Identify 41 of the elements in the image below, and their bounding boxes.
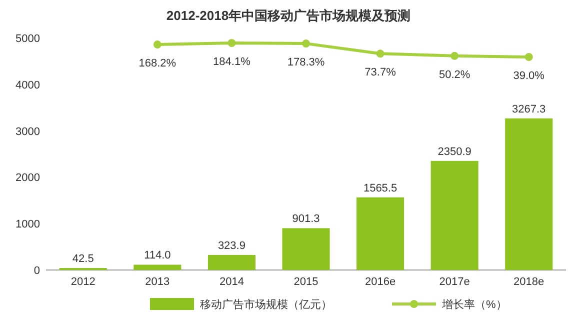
x-tick-label: 2013 [145, 276, 170, 288]
data-label: 323.9 [218, 240, 246, 252]
data-label: 2350.9 [438, 146, 472, 158]
data-label: 39.0% [513, 70, 545, 82]
data-label: 114.0 [144, 250, 171, 262]
bar [282, 228, 330, 270]
x-tick-label: 2016e [364, 276, 396, 288]
x-tick-label: 2018e [514, 276, 544, 288]
data-label: 184.1% [213, 56, 251, 68]
y-tick-label: 1000 [16, 218, 40, 231]
y-tick-label: 4000 [16, 79, 40, 92]
x-tick-label: 2012 [70, 276, 96, 288]
data-label: 178.3% [287, 56, 325, 69]
point [228, 39, 236, 47]
bar [356, 197, 404, 270]
point [376, 50, 384, 58]
legend-label: 增长率（%） [441, 298, 507, 311]
point [302, 40, 310, 48]
point [524, 53, 533, 61]
x-tick-label: 2014 [219, 276, 244, 288]
data-label: 901.3 [292, 213, 320, 226]
data-label: 1565.5 [363, 182, 398, 194]
x-tick-label: 2017e [439, 276, 470, 288]
bar [430, 160, 478, 270]
bar [134, 264, 182, 270]
y-tick-label: 3000 [16, 126, 40, 138]
data-label: 42.5 [72, 253, 94, 266]
point [153, 40, 162, 49]
x-tick-label: 2015 [294, 276, 318, 288]
data-label: 168.2% [138, 58, 176, 70]
bar [208, 254, 256, 270]
legend-label: 移动广告市场规模（亿元） [200, 298, 332, 311]
data-label: 3267.3 [512, 103, 546, 116]
y-tick-label: 5000 [16, 33, 40, 45]
y-tick-label: 2000 [16, 172, 40, 184]
chart-title: 2012-2018年中国移动广告市场规模及预测 [166, 8, 411, 23]
data-label: 50.2% [438, 68, 470, 81]
bar [505, 118, 553, 270]
point [450, 52, 459, 60]
y-tick-label: 0 [34, 265, 40, 277]
data-label: 73.7% [364, 66, 396, 79]
